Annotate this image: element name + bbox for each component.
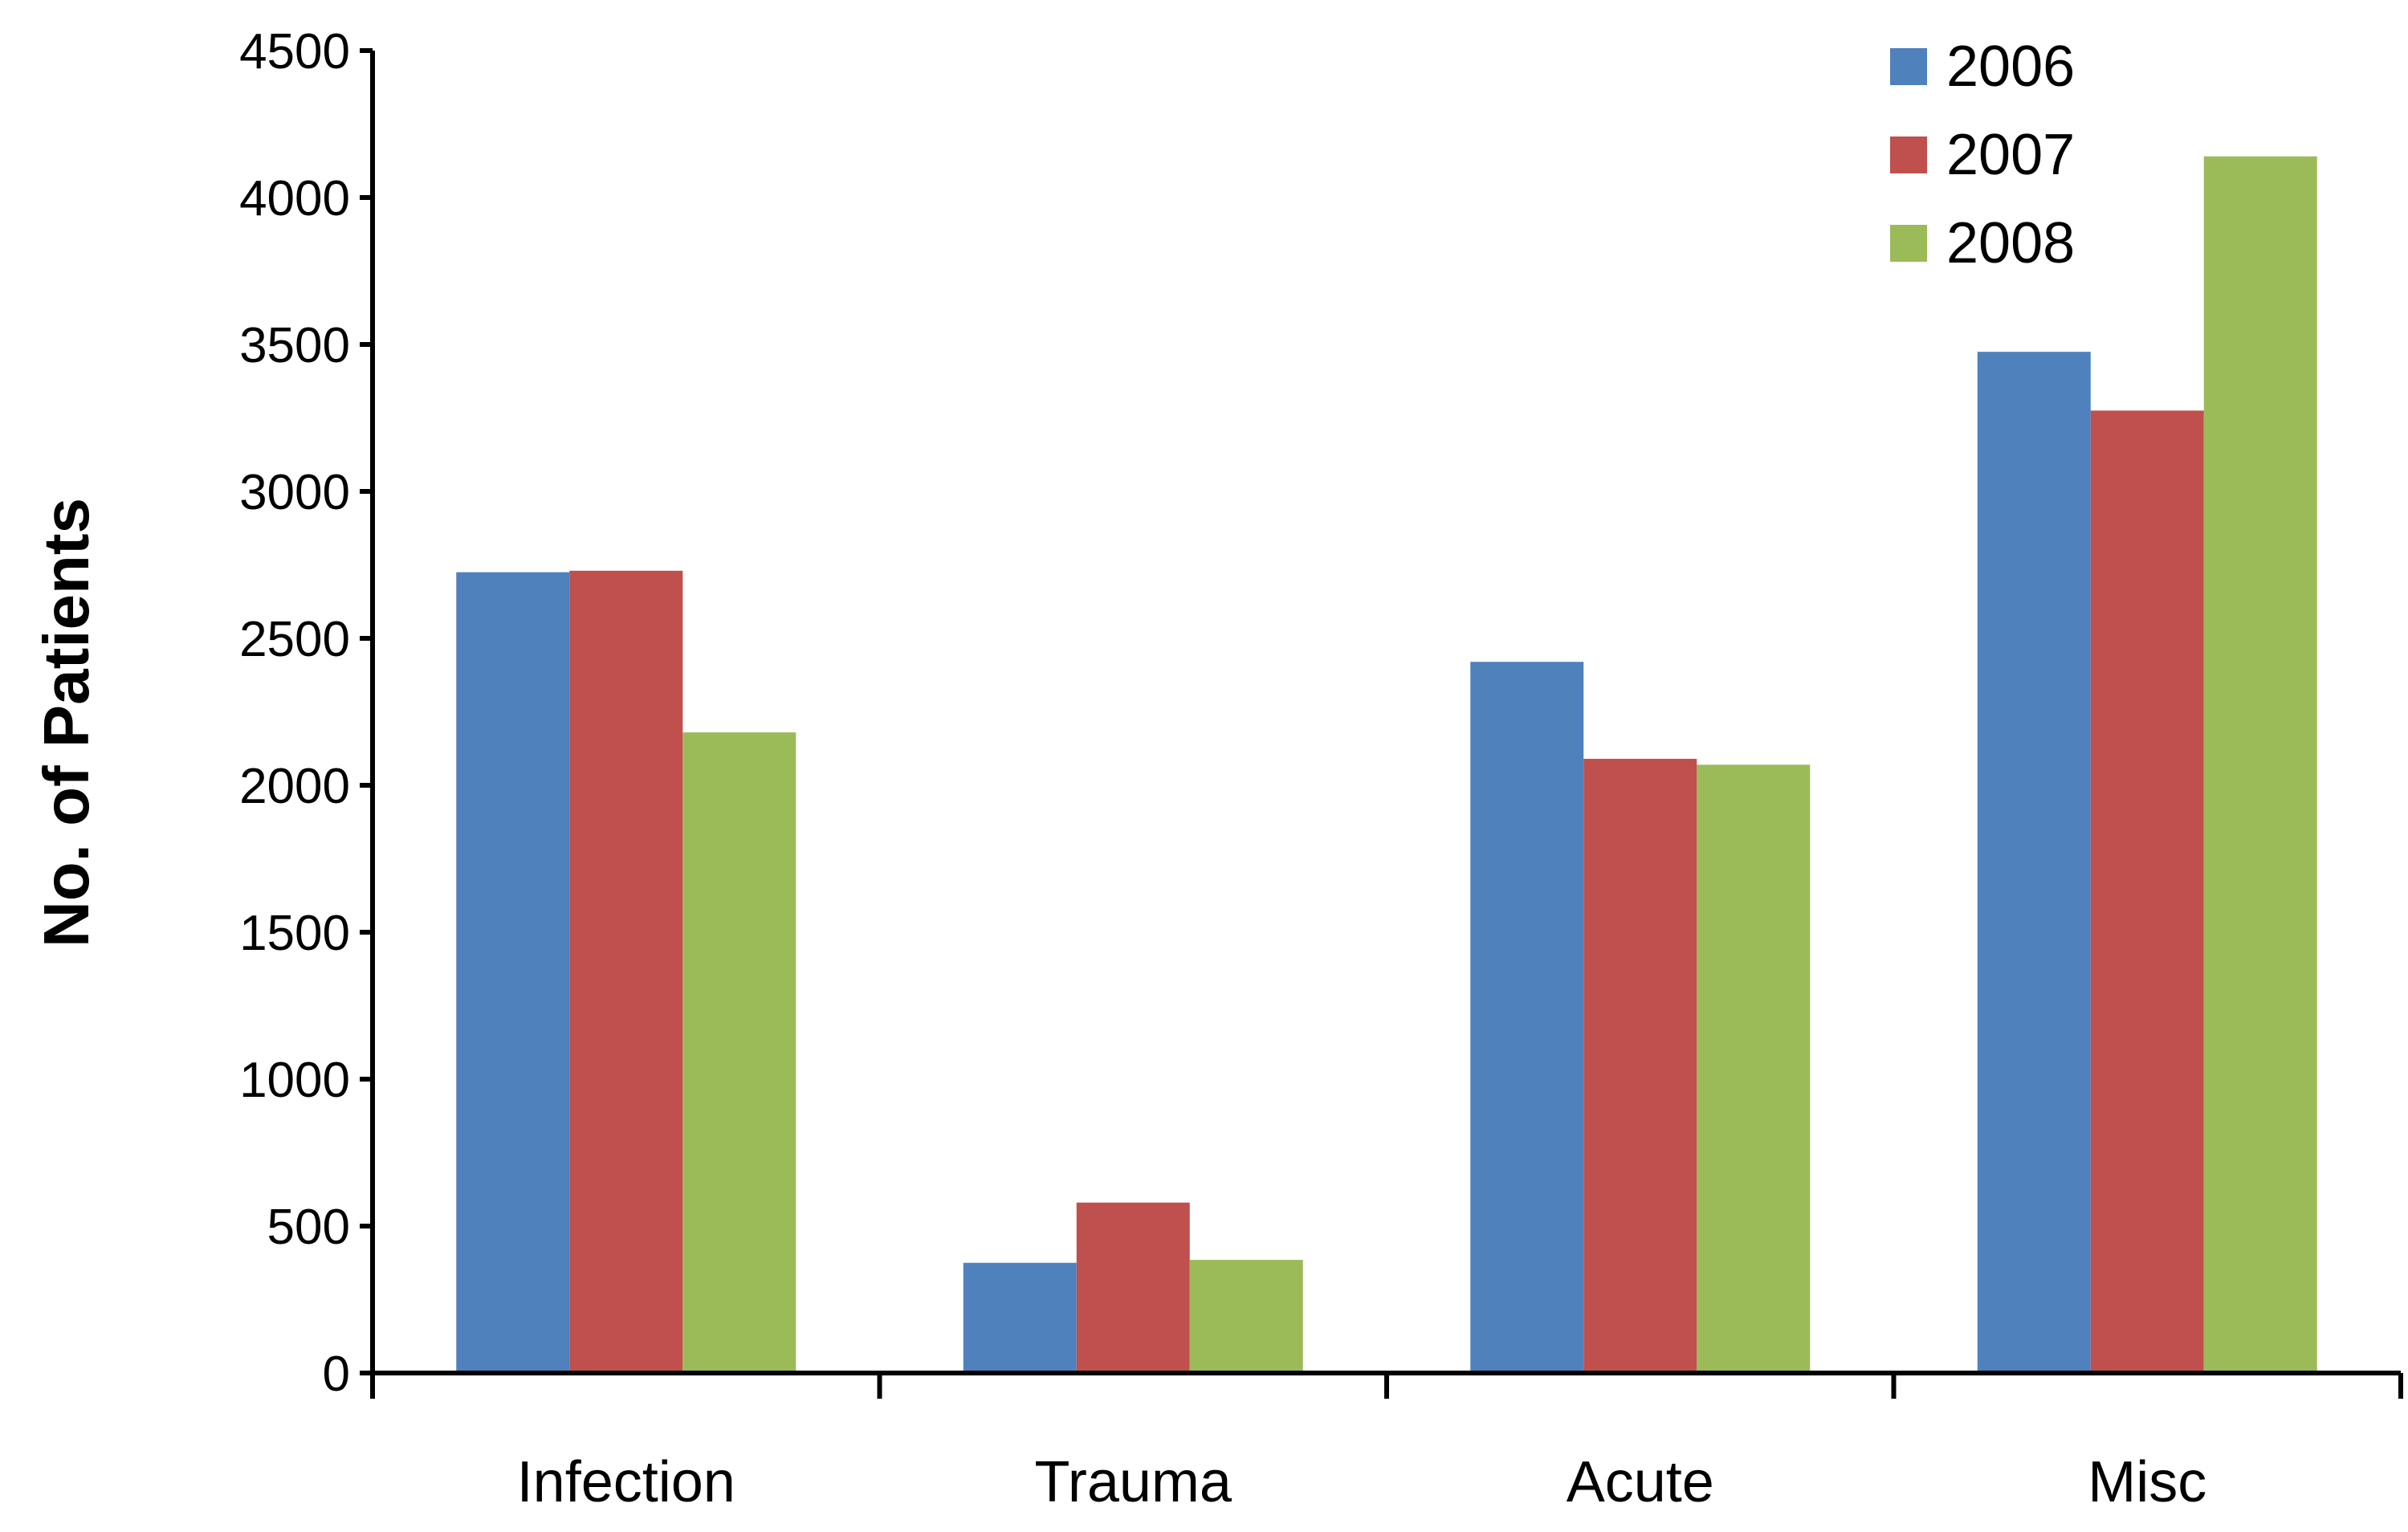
bar-trauma-2008	[1189, 1260, 1303, 1373]
y-tick-label: 2500	[239, 612, 350, 667]
category-label: Acute	[1567, 1450, 1714, 1514]
y-tick-label: 2000	[239, 759, 350, 814]
legend-swatch-2008	[1890, 225, 1927, 262]
y-tick-label: 1500	[239, 906, 350, 961]
category-label: Trauma	[1035, 1450, 1233, 1514]
bar-trauma-2007	[1076, 1202, 1190, 1373]
bar-acute-2008	[1697, 764, 1811, 1373]
bar-misc-2007	[2090, 410, 2204, 1374]
y-tick-label: 1000	[239, 1053, 350, 1108]
y-tick-label: 3500	[239, 318, 350, 373]
category-label: Infection	[517, 1450, 735, 1514]
bar-acute-2006	[1470, 662, 1584, 1373]
y-axis-title: No. of Patients	[31, 498, 102, 947]
y-tick-label: 4500	[239, 24, 350, 79]
bars-layer	[456, 156, 2317, 1374]
y-tick-label: 0	[323, 1347, 350, 1402]
y-tick-label: 3000	[239, 465, 350, 520]
legend-label: 2008	[1946, 211, 2075, 275]
y-tick-label: 4000	[239, 171, 350, 226]
legend-label: 2007	[1946, 123, 2075, 187]
legend-label: 2006	[1946, 35, 2075, 99]
bar-misc-2006	[1977, 352, 2091, 1373]
bar-infection-2008	[682, 732, 797, 1373]
y-tick-label: 500	[267, 1200, 350, 1255]
legend: 2006 2007 2008	[1890, 35, 2075, 275]
legend-swatch-2007	[1890, 136, 1927, 173]
bar-infection-2006	[456, 572, 570, 1373]
category-label: Misc	[2088, 1450, 2206, 1514]
legend-swatch-2006	[1890, 48, 1927, 85]
category-labels: Infection Trauma Acute Misc	[517, 1450, 2207, 1514]
y-ticks: 0 500 1000 1500 2000 2500 3000 3500 4000 4500	[239, 24, 373, 1402]
bar-acute-2007	[1583, 759, 1697, 1373]
x-ticks	[370, 1373, 2403, 1399]
bar-infection-2007	[569, 570, 683, 1373]
bar-trauma-2006	[963, 1262, 1077, 1373]
bar-misc-2008	[2203, 156, 2317, 1373]
